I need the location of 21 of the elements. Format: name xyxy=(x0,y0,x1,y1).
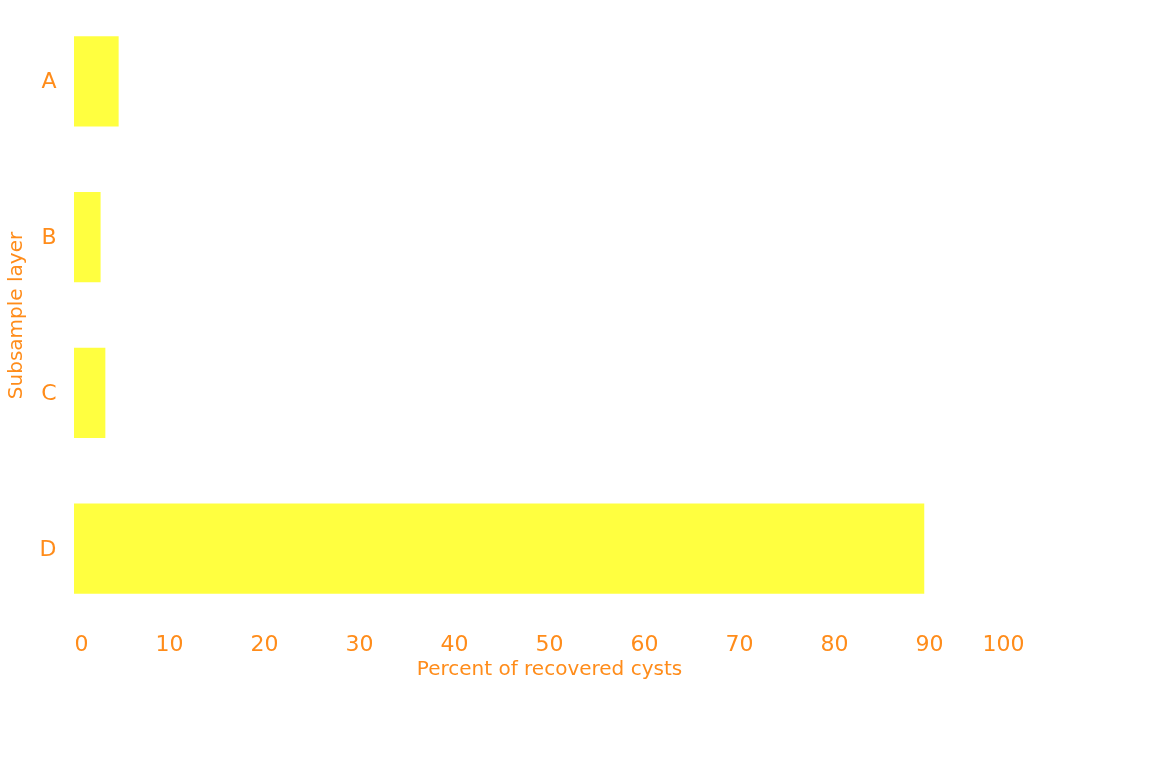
y-tick-label: A xyxy=(41,68,57,94)
x-tick-label: 10 xyxy=(155,630,184,656)
bar xyxy=(74,347,106,439)
y-tick-label: B xyxy=(41,224,57,250)
x-tick-label: 80 xyxy=(820,630,849,656)
y-axis-title: Subsample layer xyxy=(2,231,27,400)
bar xyxy=(74,36,119,127)
y-tick-label: D xyxy=(39,535,57,561)
bar xyxy=(74,191,101,283)
x-tick-label: 50 xyxy=(535,630,564,656)
x-tick-label: 70 xyxy=(725,630,754,656)
x-tick-label: 40 xyxy=(440,630,469,656)
x-tick-label: 90 xyxy=(915,630,944,656)
bar xyxy=(74,503,925,594)
y-tick-label: C xyxy=(41,379,57,405)
x-tick-label: 60 xyxy=(630,630,659,656)
x-tick-label: 20 xyxy=(250,630,279,656)
x-tick-label: 100 xyxy=(982,630,1025,656)
x-axis-title: Percent of recovered cysts xyxy=(416,655,683,680)
x-tick-label: 0 xyxy=(74,630,89,656)
x-tick-label: 30 xyxy=(345,630,374,656)
